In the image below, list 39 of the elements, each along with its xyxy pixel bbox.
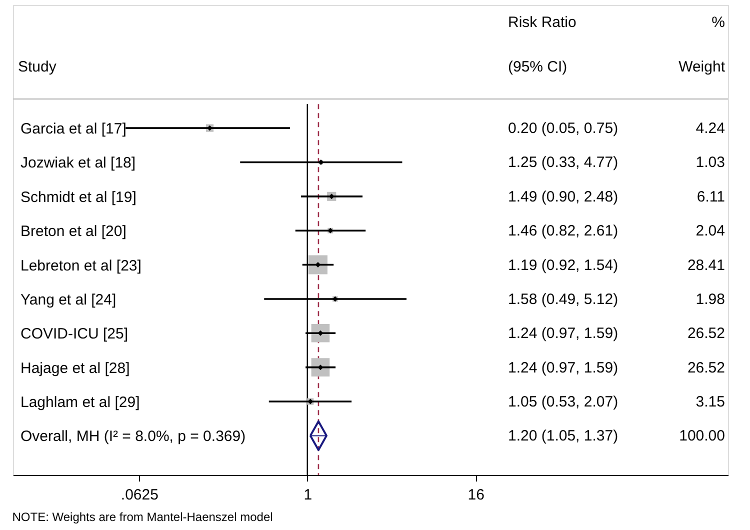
text: Risk Ratio (508, 14, 576, 32)
y-tick-label: Lebreton et al [23] (20, 257, 142, 274)
annotation: 1.46 (0.82, 2.61) (508, 222, 618, 240)
y-tick-label: Hajage et al [28] (20, 360, 130, 377)
annotation: 6.11 (696, 188, 725, 206)
y-tick-label: Laghlam et al [29] (20, 394, 140, 412)
y-tick-label: Breton et al [20] (20, 223, 126, 240)
annotation: 0.20 (0.05, 0.75) (508, 120, 618, 138)
annotation: 1.98 (696, 290, 725, 308)
annotation: 1.19 (0.92, 1.54) (508, 256, 618, 274)
y-tick-label: COVID-ICU [25] (20, 326, 128, 343)
text: Weight (678, 58, 726, 76)
text: NOTE: Weights are from Mantel-Haenszel model (12, 510, 273, 524)
annotation: 1.05 (0.53, 2.07) (508, 394, 618, 411)
annotation: 3.15 (696, 394, 725, 411)
annotation: 1.24 (0.97, 1.59) (508, 325, 618, 342)
annotation: 1.49 (0.90, 2.48) (508, 188, 618, 206)
annotation: 1.58 (0.49, 5.12) (508, 290, 618, 308)
annotation: 1.03 (696, 154, 725, 172)
y-tick-label: Schmidt et al [19] (20, 188, 136, 206)
annotation: 28.41 (687, 256, 725, 274)
annotation: 26.52 (687, 325, 725, 342)
text: % (712, 14, 725, 32)
x-tick-label: 16 (468, 486, 484, 504)
annotation: 26.52 (687, 359, 725, 376)
annotation: 1.20 (1.05, 1.37) (508, 428, 618, 445)
x-tick-label: 1 (304, 486, 312, 504)
x-tick-label: .0625 (120, 486, 158, 504)
annotation: 4.24 (696, 120, 725, 138)
y-tick-label: Garcia et al [17] (20, 120, 126, 138)
y-tick-label: Overall, MH (I² = 8.0%, p = 0.369) (20, 428, 246, 446)
annotation: 1.25 (0.33, 4.77) (508, 154, 618, 172)
annotation: 100.00 (679, 428, 725, 445)
y-tick-label: Yang et al [24] (20, 291, 116, 308)
text: (95% CI) (508, 58, 568, 76)
annotation: 1.24 (0.97, 1.59) (508, 359, 618, 376)
y-tick-label: Jozwiak et al [18] (20, 154, 136, 172)
annotation: 2.04 (696, 222, 725, 240)
y-axis-title: Study (18, 58, 57, 76)
